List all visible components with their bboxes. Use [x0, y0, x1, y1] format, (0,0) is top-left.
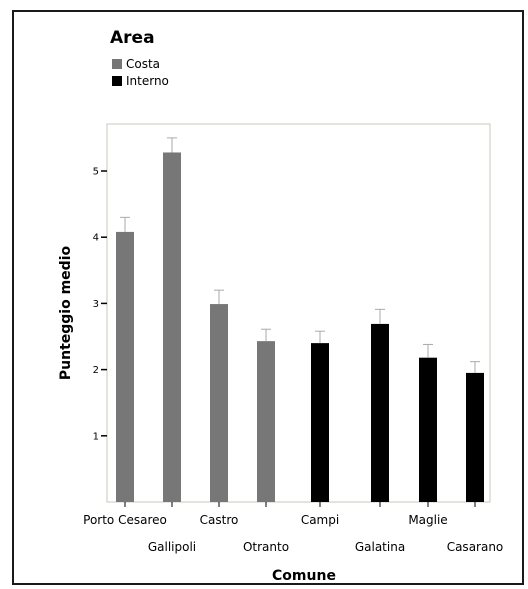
y-axis: 1 2 3 4 5 — [93, 167, 107, 442]
bars — [116, 137, 484, 503]
bar-gallipoli — [163, 152, 181, 503]
legend: Area Costa Interno — [110, 28, 169, 88]
bar-casarano — [466, 372, 484, 502]
bar-maglie — [419, 357, 437, 502]
x-tick-label: Campi — [301, 513, 339, 527]
bar-porto-cesareo — [116, 231, 134, 503]
y-tick-label: 5 — [93, 167, 99, 178]
x-axis-labels: Porto Cesareo Gallipoli Castro Otranto Campi… — [83, 502, 503, 554]
bar-galatina — [371, 323, 389, 502]
legend-swatch-interno — [112, 76, 122, 86]
legend-title: Area — [110, 28, 155, 48]
x-tick-label: Galatina — [355, 540, 405, 554]
bar-castro — [210, 304, 228, 502]
x-tick-label: Gallipoli — [148, 540, 196, 554]
bar-campi — [311, 343, 329, 502]
plot-area — [106, 123, 491, 503]
y-axis-title: Punteggio medio — [58, 246, 74, 381]
x-axis-title: Comune — [272, 568, 336, 584]
x-tick-label: Castro — [200, 513, 239, 527]
bar-otranto — [257, 341, 275, 502]
x-tick-label: Maglie — [408, 513, 447, 527]
x-tick-label: Casarano — [447, 540, 504, 554]
y-tick-label: 3 — [93, 299, 99, 310]
legend-swatch-costa — [112, 59, 122, 69]
y-tick-label: 2 — [93, 365, 99, 376]
y-tick-label: 4 — [93, 233, 99, 244]
x-tick-label: Porto Cesareo — [83, 513, 167, 527]
x-tick-label: Otranto — [243, 540, 289, 554]
y-tick-label: 1 — [93, 431, 99, 442]
legend-label-interno: Interno — [126, 74, 169, 88]
legend-label-costa: Costa — [126, 57, 160, 71]
